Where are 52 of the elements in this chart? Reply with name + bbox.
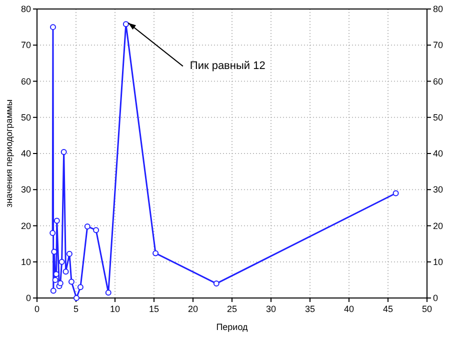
point — [73, 295, 80, 301]
y2-tick-label: 20 — [433, 220, 444, 231]
y2-tick-label: 40 — [433, 148, 444, 158]
x-tick-label: 15 — [148, 304, 160, 314]
x-tick-label: 40 — [344, 304, 354, 314]
point — [84, 223, 90, 230]
point — [62, 268, 69, 275]
x-tick-label: 45 — [382, 304, 394, 314]
point — [58, 258, 65, 265]
y2-tick-label: 70 — [433, 40, 444, 50]
y-tick-label: 10 — [20, 256, 31, 267]
point — [66, 250, 72, 257]
y2-tick-label: 80 — [433, 4, 444, 14]
point — [68, 278, 74, 285]
y-tick-label: 0 — [26, 293, 31, 303]
point — [57, 280, 64, 286]
point — [54, 218, 60, 224]
point — [93, 227, 100, 234]
annotation: Пик равный 12 — [190, 60, 266, 72]
point — [52, 276, 58, 283]
y2-tick-label: 50 — [433, 112, 444, 122]
point — [122, 21, 129, 28]
x-tick-label: 20 — [188, 304, 198, 314]
y-tick-label: 50 — [20, 112, 31, 122]
x-tick-label: 5 — [73, 304, 79, 314]
y-tick-label: 40 — [20, 148, 31, 158]
y2-tick-label: 10 — [433, 256, 444, 267]
y-tick-label: 30 — [20, 184, 31, 195]
point — [105, 290, 112, 296]
x-axis-title: Период — [216, 322, 249, 332]
y2-tick-label: 30 — [433, 184, 444, 195]
point — [392, 190, 399, 196]
y2-tick-label: 0 — [433, 293, 438, 303]
point — [152, 250, 159, 256]
point — [50, 230, 56, 236]
x-tick-label: 10 — [110, 304, 120, 314]
point — [213, 280, 220, 287]
point — [50, 24, 56, 30]
y-tick-label: 80 — [20, 4, 31, 14]
y-tick-label: 20 — [20, 220, 31, 231]
x-tick-label: 0 — [34, 304, 40, 314]
point — [60, 149, 67, 156]
x-tick-label: 25 — [226, 304, 238, 314]
y-tick-label: 70 — [20, 40, 31, 50]
point — [50, 288, 56, 294]
y2-tick-label: 60 — [433, 76, 444, 86]
y-axis-title: значения периодограммы — [4, 99, 14, 208]
x-tick-label: 50 — [422, 304, 432, 314]
point — [77, 284, 84, 290]
x-tick-label: 30 — [266, 304, 276, 314]
x-tick-label: 35 — [304, 304, 316, 314]
y-tick-label: 60 — [20, 76, 31, 86]
